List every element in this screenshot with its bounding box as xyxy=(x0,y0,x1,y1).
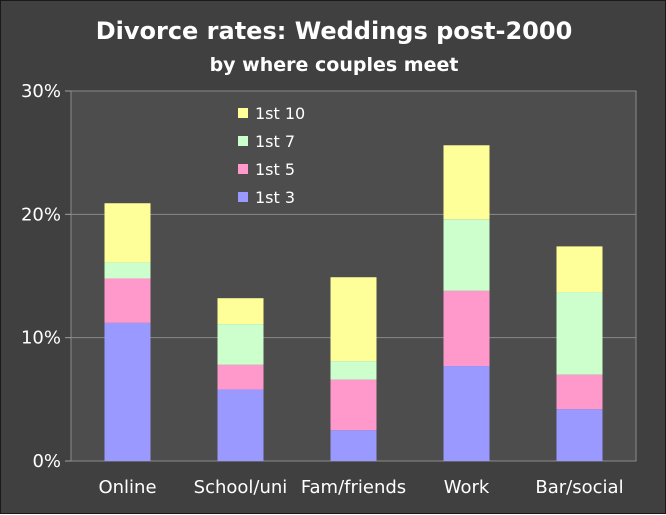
chart-subtitle: by where couples meet xyxy=(210,54,459,76)
y-axis-ticks: 0% 10% 20% 30% xyxy=(21,81,71,472)
legend-swatch xyxy=(238,108,248,118)
legend: 1st 10 1st 7 1st 5 1st 3 xyxy=(238,104,305,207)
bar-segment xyxy=(443,366,490,461)
legend-label: 1st 10 xyxy=(255,104,305,123)
y-tick-label: 0% xyxy=(32,451,61,472)
y-tick-label: 10% xyxy=(21,328,61,349)
x-category-label: Bar/social xyxy=(535,477,623,498)
x-category-label: School/uni xyxy=(194,477,288,498)
legend-label: 1st 5 xyxy=(255,160,295,179)
legend-swatch xyxy=(238,164,248,174)
bar-segment xyxy=(330,379,377,431)
y-tick-label: 20% xyxy=(21,204,61,225)
bar-segment xyxy=(556,374,603,410)
chart-title: Divorce rates: Weddings post-2000 xyxy=(96,17,573,45)
bar-segment xyxy=(217,389,264,461)
bar-segment xyxy=(217,298,264,325)
bar-segment xyxy=(104,262,151,279)
legend-label: 1st 7 xyxy=(255,132,295,151)
bar-segment xyxy=(104,278,151,323)
bar-segment xyxy=(556,246,603,293)
bar-segment xyxy=(556,292,603,375)
bar-segment xyxy=(443,290,490,367)
x-axis-categories: Online School/uni Fam/friends Work Bar/socia… xyxy=(98,477,623,498)
bar-segment xyxy=(443,145,490,220)
legend-label: 1st 3 xyxy=(255,188,295,207)
x-category-label: Work xyxy=(444,477,490,498)
bar-segment xyxy=(330,430,377,461)
bar-segment xyxy=(556,409,603,461)
bar-segment xyxy=(330,361,377,380)
legend-swatch xyxy=(238,136,248,146)
x-category-label: Online xyxy=(98,477,156,498)
bar-segment xyxy=(330,277,377,362)
y-tick-label: 30% xyxy=(21,81,61,102)
bars xyxy=(104,145,603,461)
bar-segment xyxy=(443,219,490,291)
bar-segment xyxy=(217,324,264,365)
bar-segment xyxy=(104,322,151,461)
legend-swatch xyxy=(238,192,248,202)
bar-segment xyxy=(217,364,264,390)
x-category-label: Fam/friends xyxy=(301,477,406,498)
bar-segment xyxy=(104,203,151,263)
